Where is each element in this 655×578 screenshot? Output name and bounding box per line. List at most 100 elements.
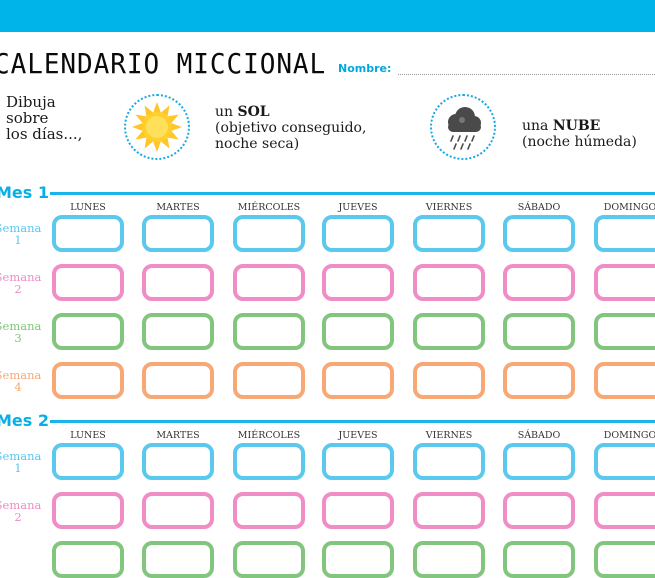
day-cell[interactable] [322, 313, 394, 350]
instruction-line: sobre [6, 109, 49, 127]
day-header-4: JUEVES [338, 430, 378, 441]
week-word: Semana [0, 368, 42, 382]
day-cell[interactable] [413, 492, 485, 529]
week-word: Semana [0, 270, 42, 284]
sun-legend-text: un SOL (objetivo conseguido, noche seca) [215, 104, 366, 152]
month-label: Mes 1 [0, 183, 49, 202]
day-cell[interactable] [594, 313, 655, 350]
day-cell[interactable] [594, 492, 655, 529]
day-cell[interactable] [503, 215, 575, 252]
day-cell[interactable] [142, 264, 214, 301]
day-cell[interactable] [594, 541, 655, 578]
week-number: 2 [14, 282, 22, 296]
day-header-3: MIÉRCOLES [237, 430, 301, 441]
day-cell[interactable] [413, 264, 485, 301]
day-cell[interactable] [233, 541, 305, 578]
day-cell[interactable] [233, 492, 305, 529]
day-cell[interactable] [52, 215, 124, 252]
day-cell[interactable] [594, 362, 655, 399]
week-number: 3 [14, 331, 22, 345]
week-label: Semana1 [0, 222, 44, 246]
name-label: Nombre: [338, 62, 392, 75]
week-word: Semana [0, 221, 42, 235]
day-header-6: SÁBADO [517, 202, 561, 213]
day-cell[interactable] [503, 443, 575, 480]
day-cell[interactable] [322, 264, 394, 301]
week-number: 2 [14, 510, 22, 524]
instruction-line: los días..., [6, 125, 83, 143]
day-cell[interactable] [322, 362, 394, 399]
day-cell[interactable] [142, 362, 214, 399]
day-header-2: MARTES [156, 430, 200, 441]
day-cell[interactable] [52, 541, 124, 578]
day-cell[interactable] [322, 215, 394, 252]
day-cell[interactable] [142, 443, 214, 480]
month-divider [50, 192, 655, 195]
instructions: Dibuja sobre los días..., [6, 94, 82, 142]
day-cell[interactable] [503, 541, 575, 578]
day-cell[interactable] [503, 264, 575, 301]
week-word: Semana [0, 498, 42, 512]
day-cell[interactable] [503, 362, 575, 399]
day-cell[interactable] [233, 443, 305, 480]
day-cell[interactable] [233, 215, 305, 252]
day-cell[interactable] [503, 313, 575, 350]
day-cell[interactable] [413, 362, 485, 399]
day-cell[interactable] [322, 541, 394, 578]
week-number: 1 [14, 233, 22, 247]
day-cell[interactable] [52, 264, 124, 301]
day-cell[interactable] [413, 541, 485, 578]
week-word: Semana [0, 449, 42, 463]
cloud-legend-text: una NUBE (noche húmeda) [522, 118, 637, 150]
day-cell[interactable] [413, 313, 485, 350]
month-divider [50, 420, 655, 423]
sun-prefix: un [215, 104, 238, 120]
day-header-3: MIÉRCOLES [237, 202, 301, 213]
instruction-line: Dibuja [6, 93, 56, 111]
day-cell[interactable] [52, 443, 124, 480]
top-banner [0, 0, 655, 32]
week-label: Semana2 [0, 499, 44, 523]
day-cell[interactable] [52, 492, 124, 529]
day-header-5: VIERNES [425, 430, 473, 441]
day-cell[interactable] [52, 362, 124, 399]
sun-desc-2: noche seca) [215, 136, 300, 152]
cloud-legend-circle [430, 94, 496, 160]
day-cell[interactable] [142, 313, 214, 350]
cloud-keyword: NUBE [552, 118, 601, 134]
sun-legend-circle [124, 94, 190, 160]
week-word: Semana [0, 319, 42, 333]
week-label: Semana1 [0, 450, 44, 474]
rain-cloud-icon [448, 107, 481, 150]
sun-desc-1: (objetivo conseguido, [215, 120, 367, 136]
day-header-1: LUNES [70, 202, 106, 213]
sun-icon [132, 102, 182, 152]
day-cell[interactable] [233, 362, 305, 399]
day-header-6: SÁBADO [517, 430, 561, 441]
day-cell[interactable] [413, 443, 485, 480]
day-cell[interactable] [413, 215, 485, 252]
day-cell[interactable] [594, 264, 655, 301]
day-cell[interactable] [142, 215, 214, 252]
day-cell[interactable] [233, 313, 305, 350]
day-cell[interactable] [594, 443, 655, 480]
day-cell[interactable] [322, 443, 394, 480]
day-cell[interactable] [52, 313, 124, 350]
day-header-4: JUEVES [338, 202, 378, 213]
day-header-7: DOMINGO [603, 430, 655, 441]
day-cell[interactable] [322, 492, 394, 529]
day-cell[interactable] [142, 492, 214, 529]
day-cell[interactable] [142, 541, 214, 578]
week-number: 4 [14, 380, 22, 394]
day-header-1: LUNES [70, 430, 106, 441]
day-cell[interactable] [503, 492, 575, 529]
week-label: Semana4 [0, 369, 44, 393]
week-label: Semana2 [0, 271, 44, 295]
day-cell[interactable] [233, 264, 305, 301]
name-field-line[interactable] [398, 74, 655, 75]
month-label: Mes 2 [0, 411, 49, 430]
sun-keyword: SOL [237, 104, 270, 120]
cloud-desc: (noche húmeda) [522, 134, 637, 150]
day-cell[interactable] [594, 215, 655, 252]
cloud-prefix: una [522, 118, 553, 134]
